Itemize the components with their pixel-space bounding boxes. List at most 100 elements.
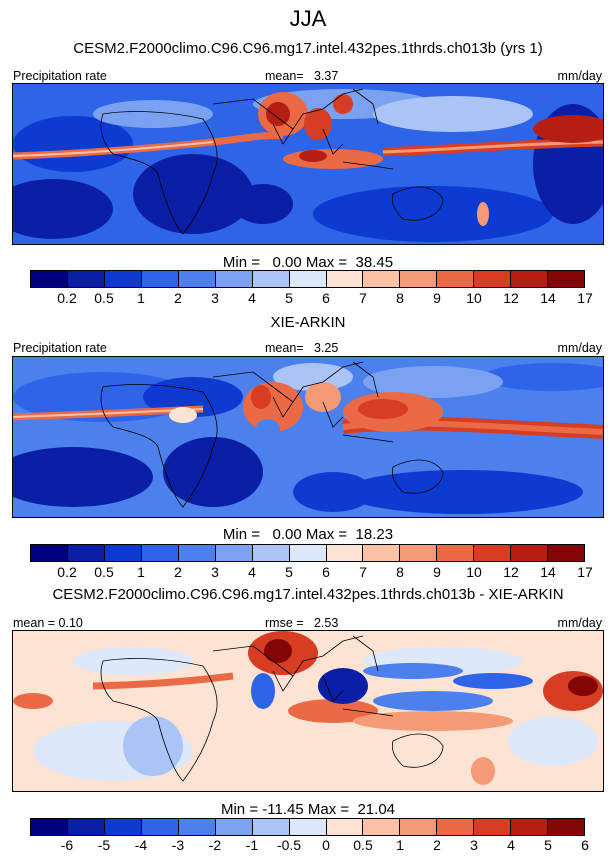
colorbar-tick-label: 9 — [433, 564, 441, 580]
colorbar-tick-label: 2 — [433, 837, 441, 853]
colorbar-tick-label: 8 — [396, 290, 404, 306]
colorbar-tick-label: 4 — [248, 564, 256, 580]
colorbar-tick-label: 0 — [322, 837, 330, 853]
colorbar-tick-label: 6 — [322, 564, 330, 580]
colorbar-tick-label: 2 — [174, 564, 182, 580]
colorbar-tick-label: 0.5 — [94, 564, 114, 580]
colorbar-tick-label: 5 — [285, 290, 293, 306]
colorbar-swatch — [289, 819, 327, 835]
colorbar-swatch — [178, 545, 216, 561]
panel-3-minmax: Min = -11.45 Max = 21.04 — [0, 801, 616, 818]
panel-1-colorbar-ticks: 0.2 0.5 1 2 3 4 5 6 7 8 9 10 12 14 17 — [30, 290, 593, 308]
panel-1-minmax: Min = 0.00 Max = 38.45 — [0, 254, 616, 271]
colorbar-tick-label: 4 — [248, 290, 256, 306]
panel-1-min-value: 0.00 — [272, 254, 302, 271]
panel-3-map-svg — [13, 631, 603, 791]
colorbar-swatch — [511, 545, 549, 561]
panel-3-max-label: Max = — [307, 801, 350, 818]
colorbar-tick-label: -3 — [171, 837, 185, 853]
panel-3-units: mm/day — [557, 616, 602, 630]
panel-2-colorbar — [30, 544, 585, 562]
colorbar-tick-label: 3 — [470, 837, 478, 853]
colorbar-swatch — [252, 545, 290, 561]
colorbar-swatch — [141, 819, 179, 835]
colorbar-swatch — [437, 545, 475, 561]
colorbar-swatch — [178, 819, 216, 835]
panel-2-min-label: Min = — [222, 526, 261, 543]
colorbar-tick-label: 0.5 — [353, 837, 373, 853]
colorbar-swatch — [326, 271, 364, 287]
panel-1-stat-label: mean= — [265, 69, 304, 83]
panel-3-stat-value: 2.53 — [313, 616, 339, 630]
panel-1-max-label: Max = — [305, 254, 348, 271]
colorbar-swatch — [289, 545, 327, 561]
colorbar-tick-label: -5 — [97, 837, 111, 853]
colorbar-tick-label: 3 — [211, 564, 219, 580]
colorbar-swatch — [326, 545, 364, 561]
season-title: JJA — [289, 6, 327, 31]
panel-3-colorbar-ticks: -6 -5 -4 -3 -2 -1 -0.5 0 0.5 1 2 3 4 5 6 — [30, 837, 589, 855]
colorbar-tick-label: -4 — [134, 837, 148, 853]
colorbar-tick-label: 0.5 — [94, 290, 114, 306]
colorbar-swatch — [215, 271, 253, 287]
colorbar-tick-label: 0.2 — [57, 564, 77, 580]
panel-3-colorbar — [30, 818, 585, 836]
panel-1-map-svg — [13, 84, 603, 244]
panel-2-map — [12, 356, 604, 518]
colorbar-swatch — [326, 819, 364, 835]
colorbar-tick-label: 2 — [174, 290, 182, 306]
panel-1-map — [12, 83, 604, 245]
colorbar-swatch — [548, 271, 585, 287]
colorbar-tick-label: 1 — [396, 837, 404, 853]
panel-2-minmax: Min = 0.00 Max = 18.23 — [0, 526, 616, 543]
panel-1-units: mm/day — [557, 69, 602, 83]
colorbar-swatch — [511, 819, 549, 835]
colorbar-swatch — [31, 545, 68, 561]
colorbar-tick-label: -2 — [208, 837, 222, 853]
colorbar-swatch — [363, 819, 401, 835]
panel-2-max-label: Max = — [305, 526, 348, 543]
colorbar-tick-label: 0.2 — [57, 290, 77, 306]
colorbar-tick-label: 6 — [581, 837, 589, 853]
colorbar-swatch — [548, 545, 585, 561]
colorbar-tick-label: 12 — [503, 290, 519, 306]
colorbar-swatch — [437, 819, 475, 835]
colorbar-tick-label: -0.5 — [276, 837, 302, 853]
colorbar-swatch — [252, 271, 290, 287]
panel-3-stat-label: rmse = — [265, 616, 304, 630]
panel-3-map — [12, 630, 604, 792]
panel-2-map-svg — [13, 357, 603, 517]
colorbar-swatch — [104, 819, 142, 835]
colorbar-swatch — [400, 819, 438, 835]
panel-3-max-value: 21.04 — [357, 801, 396, 818]
panel-2-stat-value: 3.25 — [314, 341, 339, 355]
panel-1-stat: mean= 3.37 — [265, 69, 338, 83]
panel-3-min-value: -11.45 — [262, 801, 304, 818]
colorbar-swatch — [474, 271, 512, 287]
colorbar-tick-label: 1 — [137, 290, 145, 306]
colorbar-swatch — [141, 545, 179, 561]
colorbar-swatch — [178, 271, 216, 287]
colorbar-tick-label: 3 — [211, 290, 219, 306]
colorbar-tick-label: 14 — [540, 564, 556, 580]
panel-3-min-label: Min = — [220, 801, 259, 818]
colorbar-tick-label: -6 — [60, 837, 74, 853]
colorbar-tick-label: 14 — [540, 290, 556, 306]
colorbar-tick-label: 4 — [507, 837, 515, 853]
colorbar-tick-label: -1 — [245, 837, 259, 853]
colorbar-swatch — [67, 819, 105, 835]
colorbar-tick-label: 7 — [359, 290, 367, 306]
panel-2-min-value: 0.00 — [272, 526, 302, 543]
panel-1-title: CESM2.F2000climo.C96.C96.mg17.intel.432p… — [73, 40, 543, 57]
colorbar-swatch — [474, 545, 512, 561]
colorbar-tick-label: 17 — [577, 564, 593, 580]
panel-1-colorbar — [30, 270, 585, 288]
colorbar-swatch — [67, 271, 105, 287]
panel-2-left-label: Precipitation rate — [13, 341, 107, 355]
colorbar-swatch — [511, 271, 549, 287]
colorbar-swatch — [548, 819, 585, 835]
colorbar-swatch — [215, 819, 253, 835]
panel-2-units: mm/day — [557, 341, 602, 355]
colorbar-swatch — [215, 545, 253, 561]
panel-3-title: CESM2.F2000climo.C96.C96.mg17.intel.432p… — [52, 586, 564, 603]
